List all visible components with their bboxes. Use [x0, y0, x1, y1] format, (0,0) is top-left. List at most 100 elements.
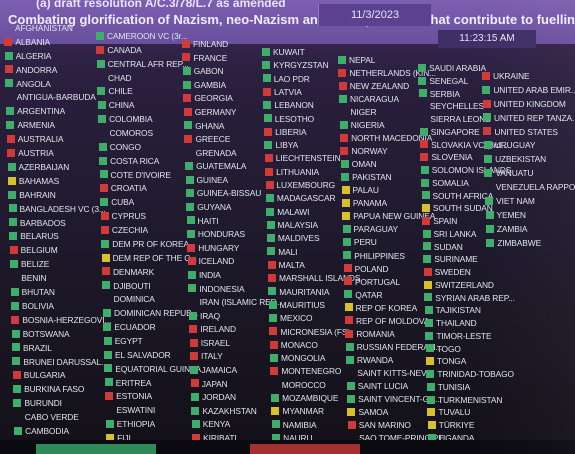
vote-row: BOTSWANA — [11, 328, 70, 340]
country-name: NICARAGUA — [350, 94, 399, 105]
country-name: CZECHIA — [111, 225, 148, 236]
country-name: ARMENIA — [17, 120, 55, 131]
vote-row: GUINEA-BISSAU — [185, 187, 261, 199]
vote-yes-indicator — [7, 162, 16, 171]
vote-row: ZIMBABWE — [486, 237, 541, 249]
country-name: MOZAMBIQUE — [282, 393, 339, 404]
vote-no-indicator — [7, 148, 16, 157]
vote-no-indicator — [263, 87, 272, 96]
vote-row: SERBIA — [418, 88, 460, 100]
vote-no-indicator — [338, 68, 347, 77]
vote-row: SAO TOME-PRINCIPE — [348, 432, 444, 444]
vote-row: DEM PR OF KOREA — [101, 238, 189, 250]
vote-yes-indicator — [12, 343, 21, 352]
vote-yes-indicator — [190, 365, 199, 374]
vote-no-indicator — [100, 211, 109, 220]
vote-yes-indicator — [263, 101, 272, 110]
vote-no-indicator — [267, 274, 276, 283]
vote-yes-indicator — [102, 281, 111, 290]
vote-yes-indicator — [96, 59, 105, 68]
vote-yes-indicator — [422, 242, 431, 251]
country-name: BURUNDI — [24, 398, 62, 409]
vote-row: VANUATU — [484, 167, 534, 179]
country-name: MALTA — [278, 259, 305, 270]
country-name: SINGAPORE — [430, 126, 480, 137]
country-name: AZERBAIJAN — [18, 161, 70, 172]
vote-row: BULGARIA — [12, 369, 65, 381]
vote-row: MONGOLIA — [270, 352, 325, 364]
vote-row: SINGAPORE — [419, 126, 480, 138]
vote-row: BAHRAIN — [8, 189, 56, 201]
country-name: SAINT LUCIA — [357, 380, 409, 391]
vote-yes-indicator — [103, 322, 112, 331]
vote-row: GUYANA — [186, 201, 231, 213]
vote-row: TRINIDAD-TOBAGO — [426, 368, 514, 380]
vote-row: SENEGAL — [418, 75, 468, 87]
country-name: TUNISIA — [437, 381, 471, 392]
country-name: MARSHALL ISLANDS — [278, 273, 361, 284]
vote-row: IRAN (ISLAMIC REP... — [189, 296, 282, 308]
country-name: PARAGUAY — [353, 224, 399, 235]
vote-row: BOLIVIA — [11, 300, 54, 312]
vote-no-indicator — [264, 127, 273, 136]
vote-no-indicator — [187, 243, 196, 252]
country-name: CAMEROON VC (3r... — [107, 31, 188, 41]
country-name: ZAMBIA — [497, 224, 528, 234]
vote-row: MADAGASCAR — [265, 192, 336, 204]
vote-row: NORTH MACEDONIA — [340, 132, 432, 144]
country-name: BURKINA FASO — [24, 384, 85, 395]
country-name: DOMINICA — [113, 294, 155, 305]
country-name: GERMANY — [194, 106, 237, 117]
country-name: INDIA — [198, 269, 221, 280]
vote-row: SUDAN — [422, 241, 463, 253]
vote-none-indicator — [6, 93, 14, 101]
country-name: TURKMENISTAN — [438, 395, 502, 405]
vote-yes-indicator — [187, 270, 196, 279]
vote-row: LAO PDR — [262, 73, 310, 85]
country-name: INDONESIA — [199, 283, 245, 294]
vote-row: SYRIAN ARAB REP... — [424, 292, 515, 304]
vote-yes-indicator — [484, 169, 493, 178]
vote-row: ISRAEL — [189, 337, 230, 349]
country-name: MICRONESIA (FS) — [280, 326, 351, 337]
vote-row: INDONESIA — [188, 283, 245, 295]
country-name: ANTIGUA-BARBUDA — [16, 92, 96, 103]
vote-yes-indicator — [104, 364, 113, 373]
vote-yes-indicator — [104, 350, 113, 359]
country-name: SLOVENIA — [431, 152, 473, 163]
vote-row: MARSHALL ISLANDS — [267, 272, 361, 284]
vote-row: MAURITANIA — [268, 286, 329, 298]
vote-row: MAURITIUS — [268, 299, 325, 311]
country-name: GUYANA — [197, 202, 232, 213]
country-name: NIGERIA — [350, 120, 385, 131]
vote-yes-indicator — [5, 79, 14, 88]
country-name: NORWAY — [351, 146, 388, 157]
vote-no-indicator — [420, 140, 429, 149]
country-name: PERU — [353, 237, 377, 248]
country-name: SRI LANKA — [433, 228, 477, 239]
country-name: SURINAME — [434, 254, 478, 265]
country-name: ICELAND — [198, 256, 235, 267]
vote-row: AFGHANISTAN — [4, 22, 73, 34]
vote-date: 11/3/2023 — [318, 4, 431, 26]
country-name: EQUATORIAL GUINEA — [115, 363, 202, 374]
vote-row: UNITED ARAB EMIR... — [482, 84, 575, 96]
country-name: MYANMAR — [282, 406, 324, 417]
vote-yes-indicator — [264, 140, 273, 149]
vote-row: MONACO — [269, 339, 318, 351]
country-name: MADAGASCAR — [276, 193, 336, 204]
vote-no-indicator — [345, 329, 354, 338]
country-name: BOTSWANA — [22, 328, 70, 339]
vote-yes-indicator — [97, 101, 106, 110]
country-name: AFGHANISTAN — [15, 23, 73, 33]
country-name: MONTENEGRO — [281, 366, 342, 377]
country-name: LUXEMBOURG — [276, 180, 336, 191]
vote-no-indicator — [182, 53, 191, 62]
vote-no-indicator — [190, 379, 199, 388]
country-name: KYRGYZSTAN — [273, 60, 329, 71]
country-name: BHUTAN — [21, 287, 55, 298]
vote-row: VIET NAM — [485, 195, 535, 207]
vote-row: ARMENIA — [6, 119, 55, 131]
vote-row: CABO VERDE — [14, 411, 79, 423]
